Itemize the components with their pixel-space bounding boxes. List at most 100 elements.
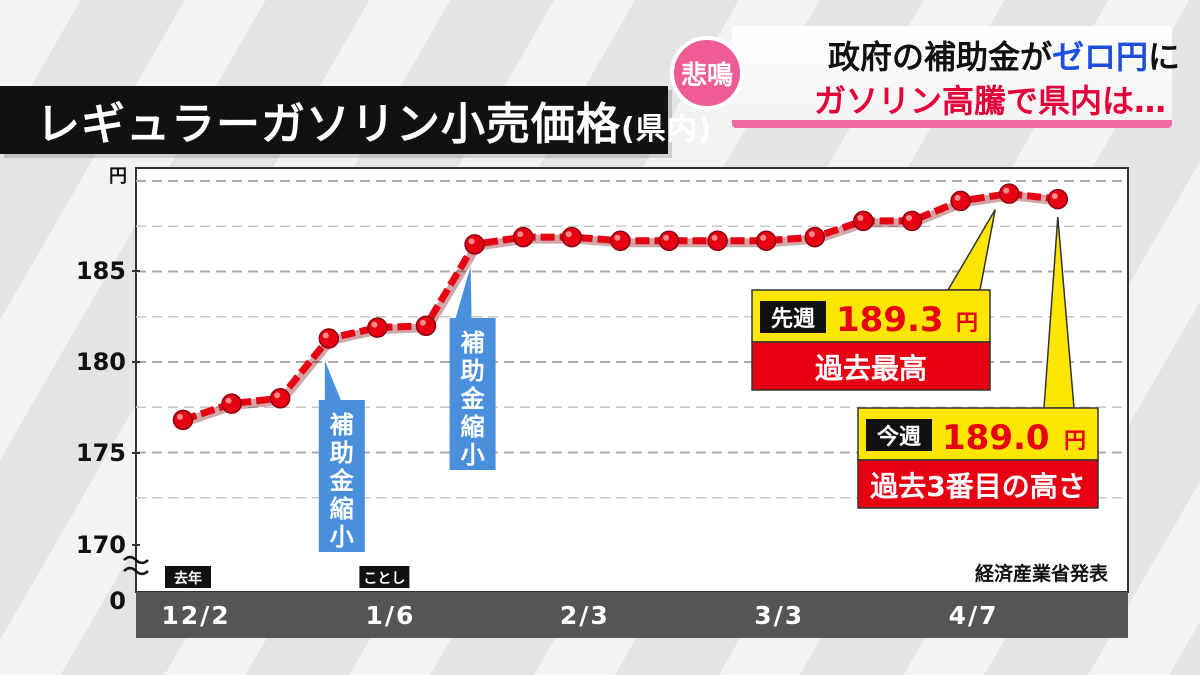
- data-point-highlight: [565, 231, 572, 238]
- data-point-highlight: [663, 234, 669, 241]
- annotation-char: 金: [329, 467, 355, 495]
- series-line: [172, 183, 1069, 431]
- y-tick-labels: 185 180 175 170 0: [76, 257, 140, 615]
- data-point: [658, 230, 680, 251]
- annotation-char: 補: [460, 329, 485, 357]
- callout-value: 189.3: [836, 300, 944, 340]
- headline-box: 政府の補助金がゼロ円に ガソリン高騰で県内は… 悲鳴: [668, 26, 1180, 130]
- annotation-char: 金: [460, 385, 486, 413]
- x-tick-label: 1/6: [365, 601, 415, 630]
- callout-bottom: [751, 341, 991, 391]
- x-tick-label: 3/3: [754, 601, 804, 630]
- callout-tag-bg: [760, 301, 826, 333]
- headline-line1-suffix: に: [1148, 38, 1181, 76]
- data-point-highlight: [177, 413, 183, 420]
- data-point-highlight: [322, 332, 329, 339]
- year-marker-label: 去年: [174, 570, 202, 587]
- y-tick-label: 175: [76, 439, 126, 467]
- data-point: [221, 393, 242, 414]
- page-title: レギュラーガソリン小売価格(県内): [36, 88, 712, 152]
- data-point: [367, 317, 388, 338]
- callout-tag: 今週: [877, 424, 921, 450]
- data-point: [318, 328, 340, 349]
- annotation-char: 小: [461, 441, 485, 469]
- data-point-highlight: [371, 321, 378, 328]
- data-point: [561, 226, 583, 248]
- data-point-highlight: [614, 234, 621, 241]
- callout-unit: 円: [1064, 429, 1086, 454]
- annotation-pointer: [324, 360, 341, 400]
- callout-bottom: [857, 459, 1099, 509]
- annotation-label: 補助金縮小: [460, 329, 486, 469]
- data-point-highlight: [760, 234, 767, 241]
- year-marker-bg: [359, 566, 410, 588]
- y-axis-unit: 円: [109, 166, 127, 187]
- data-point-highlight: [517, 231, 524, 238]
- annotation-pointer: [455, 266, 472, 318]
- callout-caption: 過去最高: [815, 352, 927, 385]
- data-point: [853, 210, 874, 232]
- title-main: レギュラーガソリン小売価格: [36, 99, 621, 150]
- title-bar: レギュラーガソリン小売価格(県内): [0, 86, 711, 154]
- annotation-char: 助: [461, 357, 485, 385]
- data-point: [804, 226, 826, 248]
- data-point-highlight: [274, 392, 281, 399]
- annotation-char: 小: [330, 523, 354, 551]
- annotation-char: 縮: [330, 495, 354, 523]
- data-point-highlight: [468, 238, 475, 245]
- data-point: [269, 387, 291, 409]
- grid-lines: [136, 180, 1128, 499]
- annotation-char: 助: [330, 439, 354, 467]
- data-point: [415, 315, 437, 337]
- x-tick-label: 12/2: [161, 601, 230, 630]
- headline-panel: 政府の補助金がゼロ円に ガソリン高騰で県内は…: [732, 26, 1180, 128]
- headline-line2: ガソリン高騰で県内は…: [814, 82, 1167, 120]
- x-tick-labels: 12/2 1/6 2/3 3/3 4/7: [161, 601, 999, 630]
- callout-caption: 過去3番目の高さ: [870, 470, 1085, 503]
- data-point: [512, 226, 534, 248]
- callout-unit: 円: [956, 311, 978, 336]
- y-tick-label: 0: [109, 587, 126, 615]
- data-point-highlight: [1003, 187, 1010, 194]
- annotation-box: [318, 400, 365, 552]
- data-point-highlight: [808, 231, 815, 238]
- callout-tag: 先週: [771, 307, 815, 332]
- title-sub: (県内): [621, 112, 713, 147]
- annotation-char: 縮: [461, 413, 485, 441]
- data-point-highlight: [857, 214, 864, 221]
- data-point-highlight: [225, 397, 232, 404]
- x-tick-label: 4/7: [949, 601, 999, 630]
- data-point: [950, 190, 971, 212]
- y-tick-label: 185: [76, 257, 126, 285]
- data-point-highlight: [711, 234, 718, 241]
- year-marker-label: ことし: [363, 571, 405, 587]
- data-point: [755, 230, 777, 251]
- headline-line1: 政府の補助金がゼロ円に: [828, 32, 1180, 78]
- callout-value: 189.0: [942, 418, 1050, 458]
- year-marker-bg: [165, 566, 211, 588]
- data-point: [464, 234, 485, 255]
- x-axis-bar: [136, 592, 1128, 638]
- data-point-highlight: [954, 194, 961, 201]
- year-markers: 去年 ことし: [165, 566, 410, 588]
- data-point: [172, 409, 194, 431]
- headline-line1-prefix: 政府の補助金が: [828, 38, 1053, 76]
- data-point: [610, 230, 631, 251]
- annotation-char: 補: [329, 411, 354, 439]
- data-point-highlight: [420, 319, 426, 326]
- annotation-label: 補助金縮小: [329, 411, 355, 551]
- source-label: 経済産業省発表: [975, 562, 1109, 585]
- callout-tag-bg: [866, 419, 932, 451]
- y-tick-label: 170: [76, 531, 126, 559]
- headline-badge: 悲鳴: [670, 36, 744, 110]
- x-tick-label: 2/3: [560, 601, 610, 630]
- data-point-highlight: [1051, 193, 1058, 200]
- data-point: [901, 210, 923, 232]
- data-point: [1047, 188, 1069, 210]
- headline-line1-highlight: ゼロ円: [1052, 38, 1149, 76]
- data-point: [998, 183, 1020, 204]
- annotation-box: [449, 318, 496, 470]
